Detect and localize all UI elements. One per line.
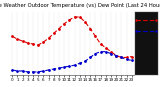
- Text: Milwaukee Weather Outdoor Temperature (vs) Dew Point (Last 24 Hours): Milwaukee Weather Outdoor Temperature (v…: [0, 3, 160, 8]
